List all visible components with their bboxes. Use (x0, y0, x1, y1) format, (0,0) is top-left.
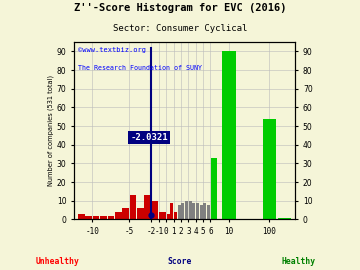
Text: Healthy: Healthy (282, 257, 316, 266)
Text: Sector: Consumer Cyclical: Sector: Consumer Cyclical (113, 24, 247, 33)
Bar (177, 204, 181, 220)
Bar (115, 212, 122, 220)
Bar (181, 203, 184, 220)
Bar (222, 51, 235, 220)
Text: Z''-Score Histogram for EVC (2016): Z''-Score Histogram for EVC (2016) (74, 3, 286, 13)
Bar (170, 203, 173, 220)
Bar (263, 119, 276, 220)
Text: Score: Score (168, 257, 192, 266)
Bar (174, 212, 177, 220)
Bar (130, 195, 136, 220)
Text: ©www.textbiz.org: ©www.textbiz.org (78, 47, 147, 53)
Bar (122, 208, 129, 220)
Bar (207, 204, 210, 220)
Text: -2.0321: -2.0321 (131, 133, 168, 142)
Bar (93, 216, 99, 220)
Bar (211, 158, 217, 220)
Bar (108, 216, 114, 220)
Bar (185, 201, 188, 220)
Bar (144, 195, 151, 220)
Bar (78, 214, 85, 220)
Bar (203, 203, 206, 220)
Bar (159, 212, 166, 220)
Bar (189, 201, 192, 220)
Y-axis label: Number of companies (531 total): Number of companies (531 total) (48, 75, 54, 186)
Bar (152, 201, 158, 220)
Text: The Research Foundation of SUNY: The Research Foundation of SUNY (78, 65, 202, 71)
Text: Unhealthy: Unhealthy (36, 257, 80, 266)
Bar (196, 203, 199, 220)
Bar (278, 218, 291, 220)
Bar (192, 203, 195, 220)
Bar (85, 216, 92, 220)
Bar (100, 216, 107, 220)
Bar (167, 214, 170, 220)
Bar (200, 204, 203, 220)
Bar (137, 208, 144, 220)
